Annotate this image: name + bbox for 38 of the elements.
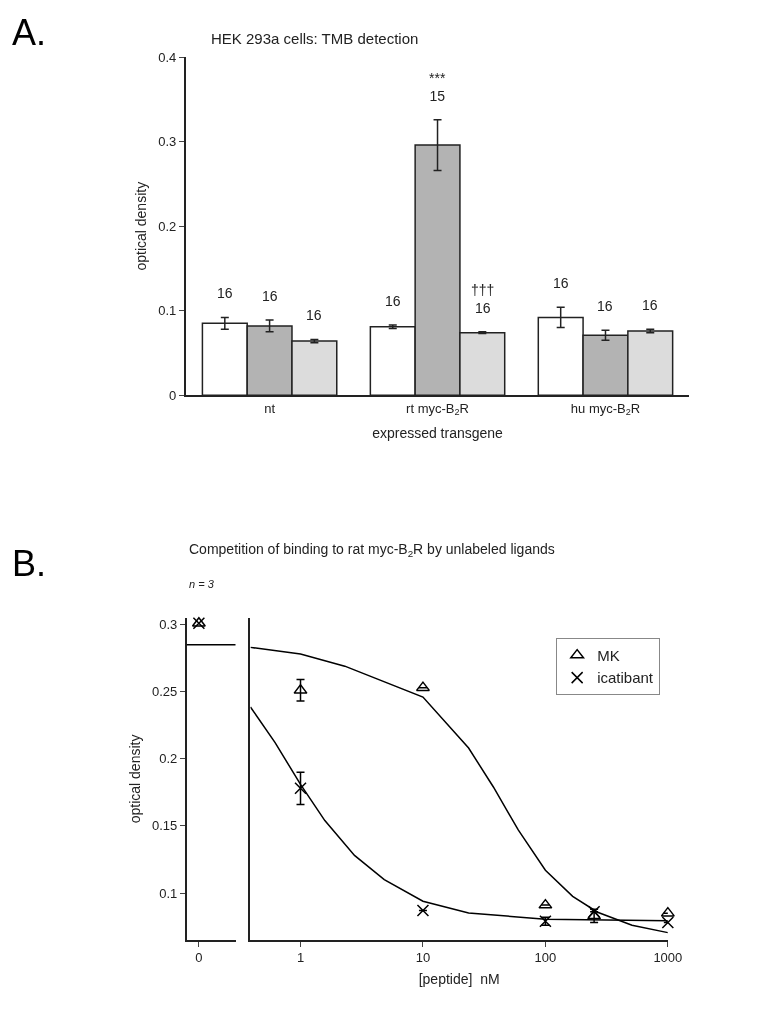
annotation: *** 15	[429, 70, 446, 105]
y-tick-label: 0.4	[158, 49, 177, 65]
x-tick-label: 100	[534, 950, 557, 966]
y-tick-label: 0.1	[158, 303, 177, 319]
text: A.	[12, 12, 47, 53]
y-axis-title: optical density	[133, 181, 150, 271]
x-axis-title: expressed transgene	[372, 425, 504, 442]
y-tick-label: 0.3	[158, 134, 177, 150]
legend-label: icatibant	[597, 669, 654, 687]
y-axis-title: optical density	[127, 734, 144, 824]
annotation: 16	[217, 285, 233, 301]
x-tick-label: hu myc-B$_{2}$R	[570, 400, 641, 418]
x-tick-label: 1	[296, 950, 305, 966]
y-tick-label: 0.2	[159, 751, 178, 767]
x-tick-label: 10	[415, 950, 431, 966]
legend-label: MK	[597, 646, 620, 664]
y-tick-label: 0.25	[151, 684, 178, 700]
x-tick-label: 1000	[653, 950, 683, 966]
chart-title: HEK 293a cells: TMB detection	[211, 30, 419, 47]
x-tick-label: 0	[195, 950, 203, 966]
text: Competition of binding to rat myc-B$_{2}$R by unlabeled ligands	[189, 541, 555, 559]
text: B.	[12, 543, 47, 584]
x-axis-title: [peptide] nM	[418, 971, 500, 988]
y-tick-label: 0.3	[159, 617, 178, 633]
annotation: 16	[597, 298, 613, 314]
y-tick-label: 0.2	[158, 218, 177, 234]
annotation: 16	[553, 275, 569, 291]
y-tick-label: 0	[169, 387, 177, 403]
annotation: 16	[642, 297, 658, 313]
chart-subtitle: n = 3	[189, 578, 215, 590]
annotation: 16	[262, 288, 278, 304]
y-tick-label: 0.15	[151, 818, 178, 834]
annotation: 16	[385, 293, 401, 309]
x-tick-label: rt myc-B$_{2}$R	[406, 400, 469, 418]
annotation: 16	[306, 307, 322, 323]
annotation: ††† 16	[471, 282, 495, 317]
y-tick-label: 0.1	[159, 885, 178, 901]
x-tick-label: nt	[264, 400, 276, 416]
